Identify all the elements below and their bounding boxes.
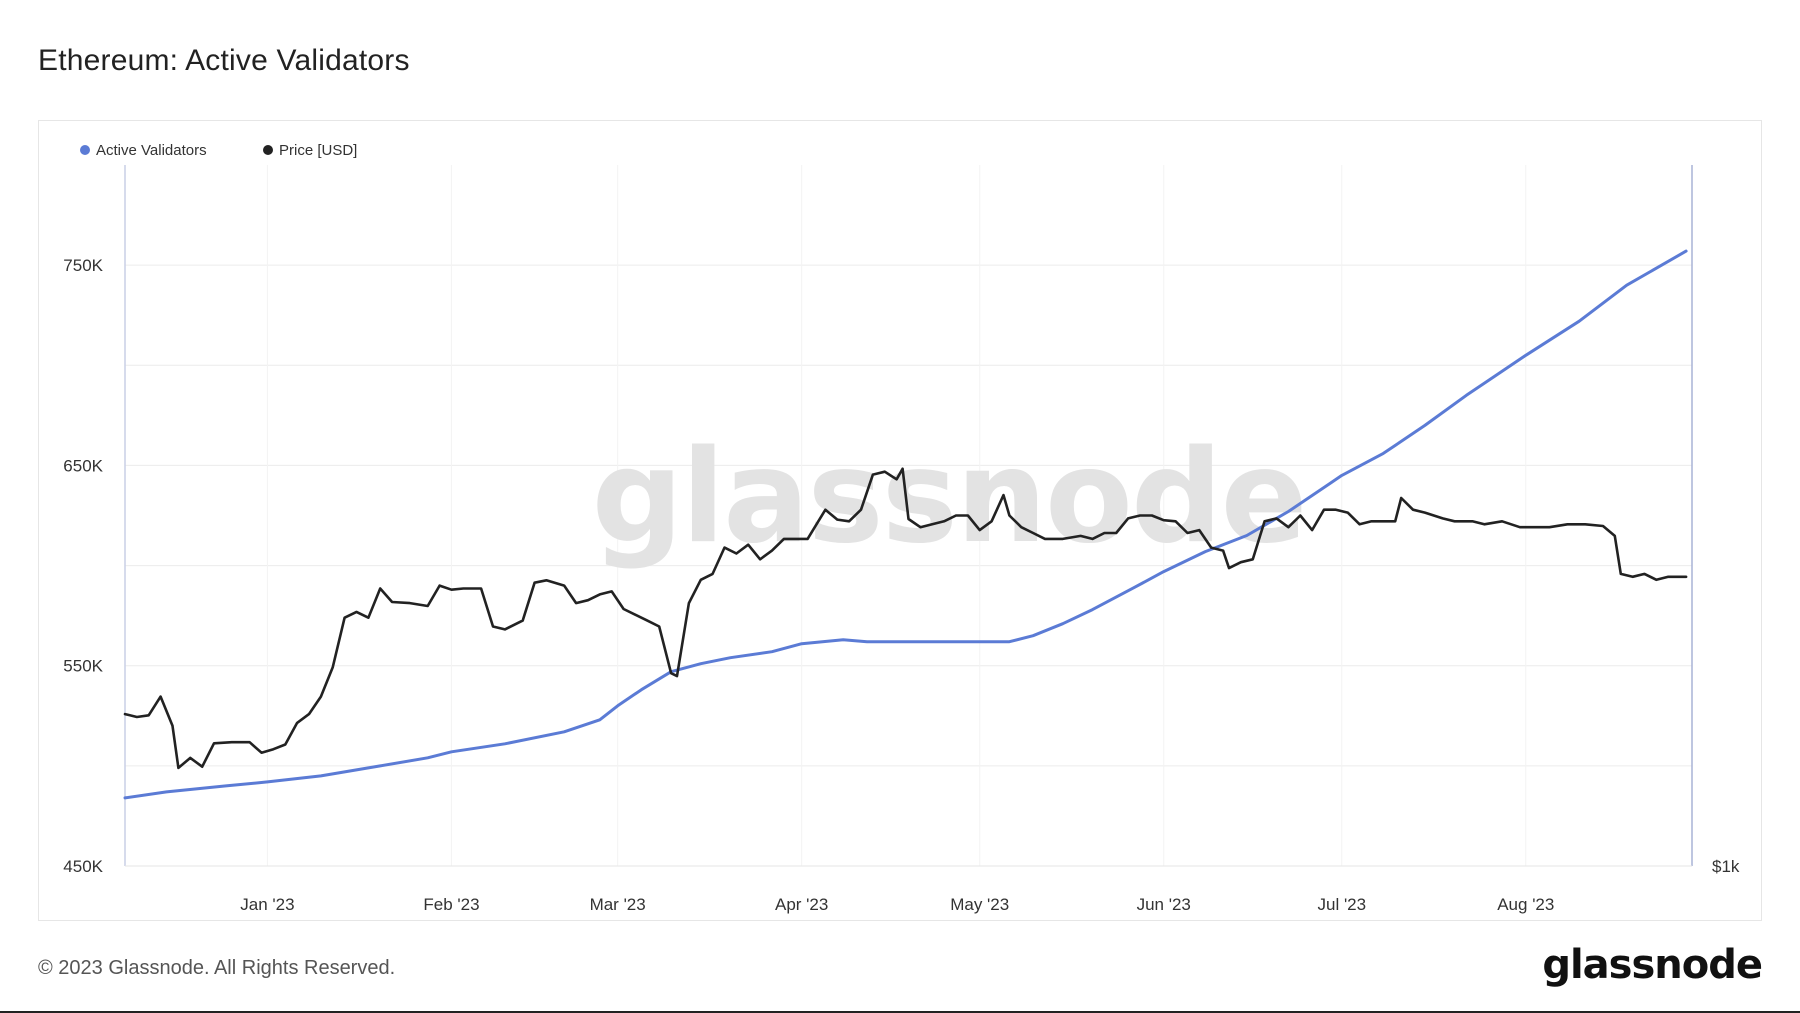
glassnode-logo[interactable]: glassnode [1542,942,1763,988]
chart-panel: glassnode 450K 550K 650K 750K $1k Jan '23 Feb '… [38,120,1762,921]
x-tick-label: May '23 [950,895,1009,914]
legend-marker [263,145,273,155]
legend-marker [80,145,90,155]
series-line-price [123,467,1688,770]
y-tick-label-left: 550K [63,657,103,676]
chart-title: Ethereum: Active Validators [38,44,410,77]
x-tick-label: Jul '23 [1317,895,1366,914]
series-line-active-validators [123,249,1688,800]
watermark-text: glassnode [592,423,1306,572]
legend-label[interactable]: Active Validators [96,142,207,159]
chart-svg: glassnode 450K 550K 650K 750K $1k Jan '23 Feb '… [63,142,1740,914]
y-tick-label-left: 450K [63,857,103,876]
y-tick-label-right: $1k [1712,857,1740,876]
bottom-rule [0,1011,1800,1013]
x-tick-label: Mar '23 [590,895,646,914]
y-tick-label-left: 750K [63,256,103,275]
x-tick-label: Jun '23 [1137,895,1191,914]
x-tick-label: Jan '23 [240,895,294,914]
x-tick-label: Aug '23 [1497,895,1554,914]
x-tick-label: Feb '23 [423,895,479,914]
copyright-text: © 2023 Glassnode. All Rights Reserved. [38,957,396,979]
x-tick-label: Apr '23 [775,895,828,914]
y-tick-label-left: 650K [63,456,103,475]
legend-label[interactable]: Price [USD] [279,142,357,159]
